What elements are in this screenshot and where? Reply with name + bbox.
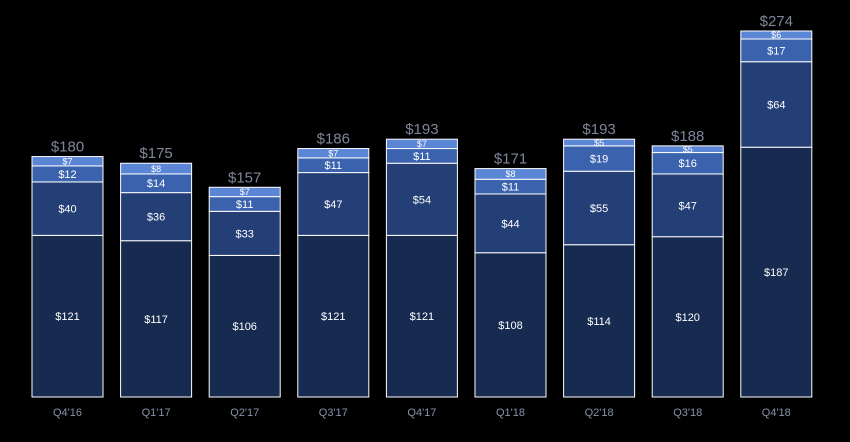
- data-label: $7: [328, 148, 338, 158]
- data-label: $5: [594, 138, 604, 148]
- bar-segment: [297, 172, 370, 236]
- bar-segment: [385, 138, 458, 150]
- bar-segment: [297, 234, 370, 398]
- data-label: $64: [767, 99, 785, 111]
- data-label: $40: [58, 204, 76, 216]
- bar-segment: [740, 146, 813, 398]
- data-label: $114: [587, 316, 611, 328]
- data-label: $187: [764, 267, 788, 279]
- bar-segment: [740, 30, 813, 40]
- bar-segment: [208, 210, 281, 256]
- x-tick-label: Q3'17: [319, 407, 348, 419]
- bar-segment: [651, 236, 724, 398]
- data-label: $47: [324, 199, 342, 211]
- data-label: $19: [590, 154, 608, 166]
- bar-segment: [651, 145, 724, 154]
- x-tick-label: Q4'17: [407, 407, 436, 419]
- data-label: $17: [767, 45, 785, 57]
- total-label: $175: [139, 145, 172, 162]
- data-label: $7: [240, 187, 250, 197]
- data-label: $8: [151, 164, 161, 174]
- bar-segment: [474, 193, 547, 254]
- bar-segment: [474, 252, 547, 398]
- x-tick-label: Q3'18: [673, 407, 702, 419]
- bar-group: $121 $47 $11 $7$186 Q3'17: [297, 131, 370, 419]
- bar-segment: [297, 148, 370, 159]
- data-label: $12: [58, 169, 76, 181]
- bar-segment: [563, 244, 636, 398]
- data-label: $8: [505, 169, 515, 179]
- total-label: $193: [582, 121, 615, 138]
- bar-segment: [385, 162, 458, 236]
- total-label: $193: [405, 121, 438, 138]
- bar-group: $117 $36 $14 $8 $175 Q1'17: [120, 145, 193, 419]
- data-label: $7: [62, 156, 72, 166]
- data-label: $5: [683, 144, 693, 154]
- data-label: $108: [498, 320, 522, 332]
- x-tick-label: Q2'18: [585, 407, 614, 419]
- data-label: $47: [679, 200, 697, 212]
- bar-segment: [31, 156, 104, 167]
- total-label: $157: [228, 169, 261, 186]
- data-label: $11: [413, 151, 431, 163]
- bar-segment: [563, 145, 636, 172]
- total-label: $186: [317, 131, 350, 148]
- data-label: $54: [413, 194, 431, 206]
- data-label: $11: [236, 199, 254, 211]
- total-label: $188: [671, 128, 704, 145]
- bar-segment: [120, 240, 193, 398]
- bar-segment: [208, 186, 281, 198]
- data-label: $121: [55, 311, 79, 323]
- data-label: $11: [325, 160, 343, 172]
- data-label: $6: [771, 30, 781, 40]
- data-label: $7: [417, 139, 427, 149]
- x-tick-label: Q2'17: [230, 407, 259, 419]
- x-tick-label: Q1'17: [142, 407, 171, 419]
- bar-group: $121 $40 $12 $7$180 Q4'16: [31, 139, 104, 419]
- bar-group: $108 $44 $11 $8$171 Q1'18: [474, 151, 547, 419]
- data-label: $16: [679, 158, 697, 170]
- x-tick-label: Q4'16: [53, 407, 82, 419]
- x-tick-label: Q4'18: [762, 407, 791, 419]
- bar-segment: [563, 138, 636, 147]
- data-label: $121: [321, 311, 345, 323]
- bar-segment: [474, 168, 547, 180]
- data-label: $121: [410, 311, 434, 323]
- bar-segment: [31, 234, 104, 398]
- total-label: $171: [494, 151, 527, 168]
- total-label: $180: [51, 139, 84, 156]
- data-label: $36: [147, 212, 165, 224]
- bar-group: $187 $64 $17 $6$274 Q4'18: [740, 13, 813, 419]
- data-label: $55: [590, 203, 608, 215]
- data-label: $11: [502, 182, 520, 194]
- x-tick-label: Q1'18: [496, 407, 525, 419]
- bar-group: $120 $47 $16 $5$188 Q3'18: [651, 128, 724, 419]
- data-label: $33: [236, 228, 254, 240]
- data-label: $44: [501, 218, 519, 230]
- bar-segment: [563, 170, 636, 246]
- data-label: $106: [232, 321, 256, 333]
- bar-group: $121 $54 $11 $7$193 Q4'17: [385, 121, 458, 419]
- data-label: $117: [144, 314, 168, 326]
- data-label: $14: [147, 178, 165, 190]
- bar-group: $106 $33 $11 $7$157 Q2'17: [208, 169, 281, 419]
- bar-segment: [120, 162, 193, 175]
- bar-group: $114 $55 $19 $5$193 Q2'18: [563, 121, 636, 419]
- bar-segment: [385, 234, 458, 398]
- data-label: $120: [675, 312, 699, 324]
- bar-segment: [31, 181, 104, 236]
- bar-segment: [740, 61, 813, 148]
- total-label: $274: [760, 13, 793, 30]
